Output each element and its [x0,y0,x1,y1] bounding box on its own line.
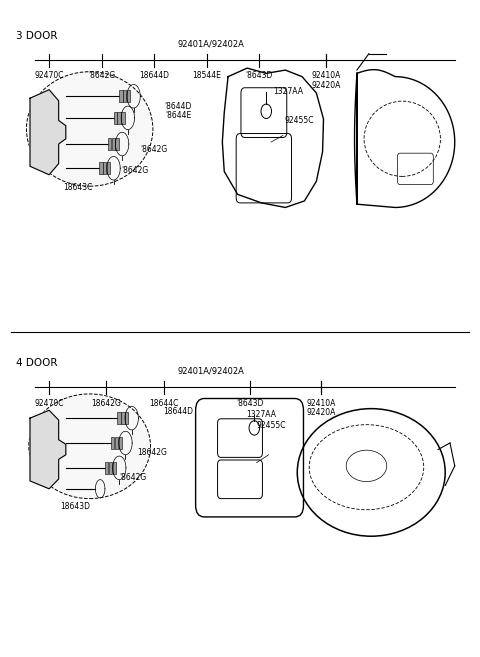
Bar [105,462,108,474]
Text: 92470C: 92470C [35,399,64,407]
Bar [112,138,115,150]
Text: 18643D: 18643D [60,502,90,511]
Text: 92410A: 92410A [311,72,341,80]
Text: 18644D: 18644D [139,72,169,80]
Text: 92420A: 92420A [306,408,336,417]
Bar [116,138,119,150]
Text: 4 DOOR: 4 DOOR [16,358,57,368]
Text: 18642G: 18642G [137,448,167,457]
Text: 92455C: 92455C [285,116,314,125]
Text: '8644E: '8644E [165,111,191,120]
Ellipse shape [26,72,153,186]
Bar [119,91,122,102]
Bar [117,412,120,424]
Bar [117,112,120,124]
Polygon shape [30,90,66,175]
Bar [127,91,130,102]
Bar [121,412,124,424]
Bar [107,162,110,174]
Text: '8642G: '8642G [141,145,168,154]
Text: '8643D: '8643D [245,72,273,80]
Polygon shape [30,410,66,489]
Bar [109,462,112,474]
Ellipse shape [29,394,151,499]
Text: 92410A: 92410A [306,399,336,407]
Bar [114,112,117,124]
Bar [123,91,126,102]
Bar [108,138,111,150]
Text: 3 DOOR: 3 DOOR [16,31,57,41]
Text: 1327AA: 1327AA [273,87,303,96]
Text: 92401A/92402A: 92401A/92402A [178,39,245,49]
Text: 92420A: 92420A [311,81,341,90]
Text: 18644C: 18644C [149,399,179,407]
Bar [113,462,116,474]
Text: 92401A/92402A: 92401A/92402A [178,367,245,376]
Text: 18643C: 18643C [63,183,93,193]
Text: 1327AA: 1327AA [246,411,276,419]
Text: '8642G: '8642G [121,166,149,175]
Text: '8643D: '8643D [236,399,263,407]
Bar [99,162,103,174]
Text: '8642G: '8642G [119,473,146,482]
Bar [119,437,122,449]
Text: 18642G: 18642G [92,399,121,407]
Text: '8644D: '8644D [164,102,192,110]
Text: 92455C: 92455C [256,421,286,430]
Text: 18544E: 18544E [192,72,221,80]
Bar [111,437,115,449]
Text: '8642G: '8642G [88,72,115,80]
Bar [115,437,118,449]
Text: 92470C: 92470C [35,72,64,80]
Bar [103,162,107,174]
Bar [121,112,124,124]
Bar [125,412,128,424]
Text: 18644D: 18644D [163,407,193,416]
